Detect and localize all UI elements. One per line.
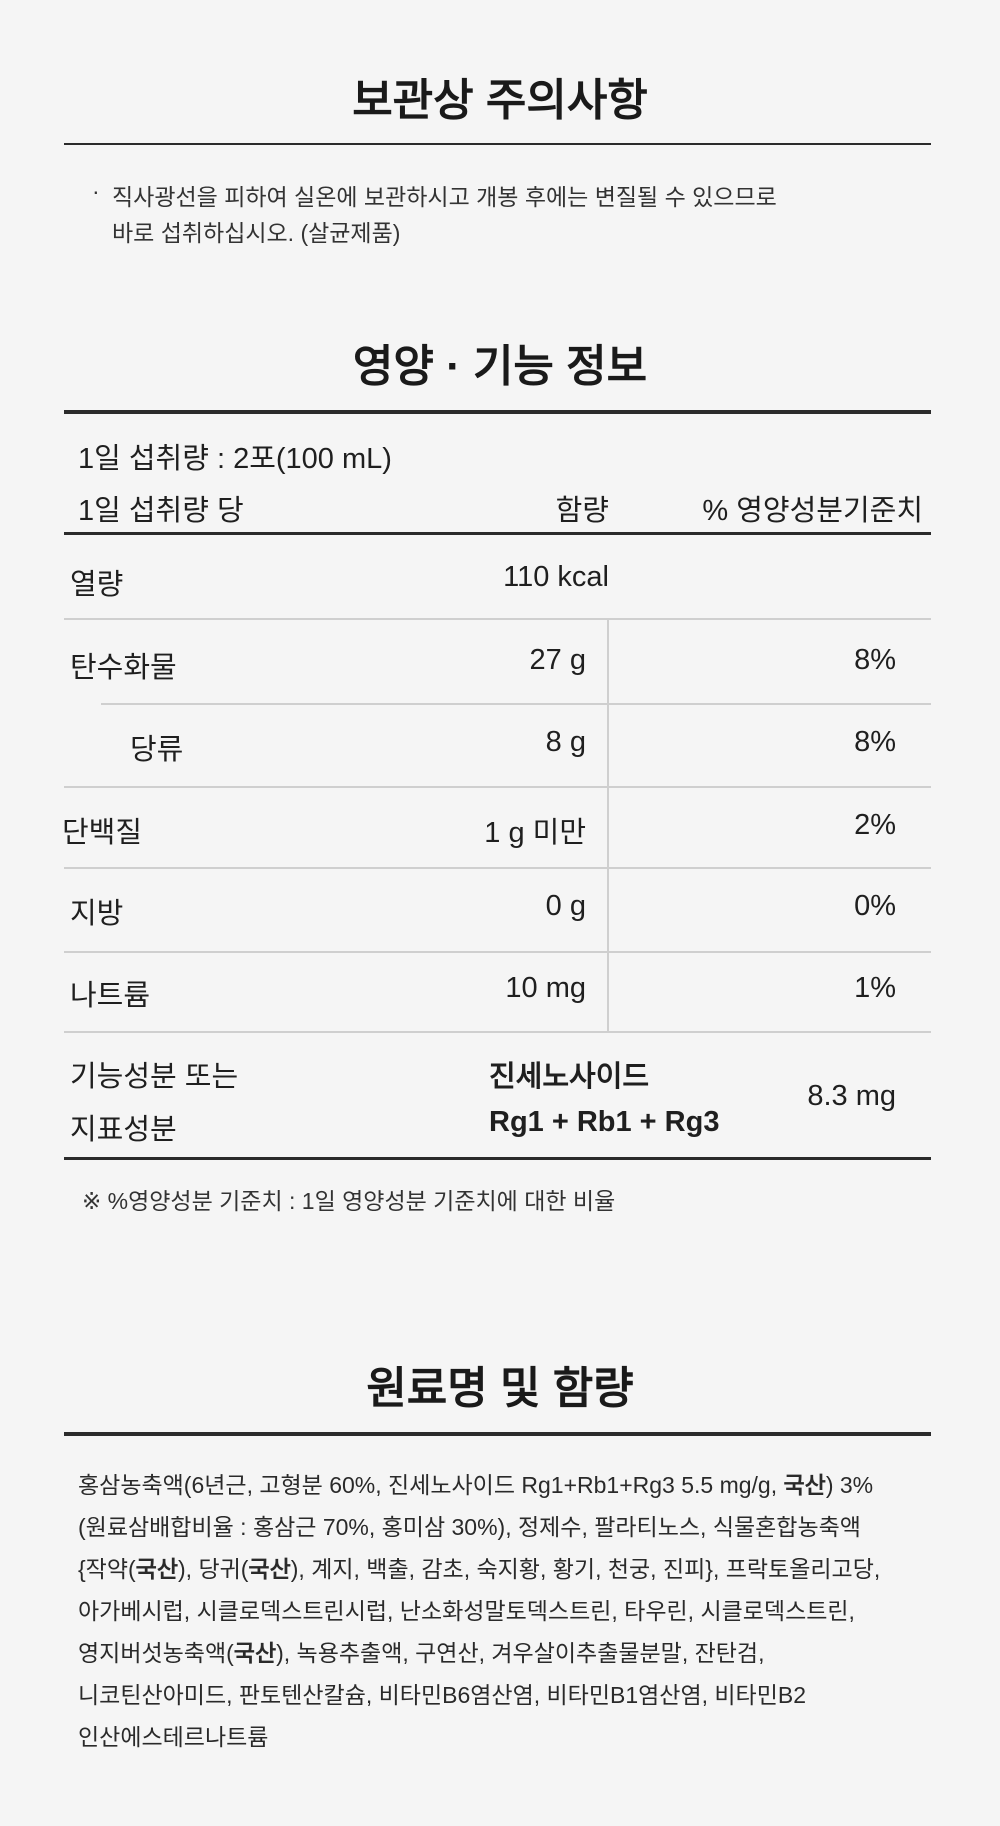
row-percent: 2% [854,809,896,841]
row-divider [64,618,931,620]
ingredients-line: {작약(국산), 당귀(국산), 계지, 백출, 감초, 숙지황, 황기, 천궁… [78,1550,880,1584]
origin-highlight: 국산 [233,1640,277,1666]
row-divider [64,786,931,788]
functional-amount: 8.3 mg [807,1080,896,1112]
row-percent: 0% [854,890,896,922]
row-name: 탄수화물 [70,652,177,684]
row-name: 지방 [70,898,124,930]
functional-label-1: 기능성분 또는 [70,1061,239,1093]
ingredients-rule [64,1432,931,1436]
table-bottom-rule [64,1157,931,1160]
origin-highlight: 국산 [783,1472,826,1498]
divider [64,143,931,145]
ingredients-line: 영지버섯농축액(국산), 녹용추출액, 구연산, 겨우살이추출물분말, 잔탄검, [78,1634,764,1668]
header-rule [64,532,931,535]
row-divider [64,1031,931,1033]
ingredients-text: 니코틴산아미드, 판토텐산칼슘, 비타민B6염산염, 비타민B1염산염, 비타민… [78,1682,806,1708]
ingredients-text: (원료삼배합비율 : 홍삼근 70%, 홍미삼 30%), 정제수, 팔라티노스… [78,1514,861,1540]
ingredients-line: 니코틴산아미드, 판토텐산칼슘, 비타민B6염산염, 비타민B1염산염, 비타민… [78,1676,806,1710]
ingredients-line: 홍삼농축액(6년근, 고형분 60%, 진세노사이드 Rg1+Rb1+Rg3 5… [78,1466,873,1500]
row-amount: 10 mg [505,972,586,1004]
bullet: · [92,178,100,204]
row-divider [64,951,931,953]
row-amount: 110 kcal [503,561,609,593]
functional-component-1: 진세노사이드 [489,1061,650,1093]
row-percent: 8% [854,644,896,676]
row-amount: 27 g [529,644,586,676]
ingredients-text: {작약( [78,1556,136,1582]
ingredients-line: 아가베시럽, 시클로덱스트린시럽, 난소화성말토덱스트린, 타우린, 시클로덱스… [78,1592,855,1626]
row-name: 당류 [130,734,184,766]
storage-title: 보관상 주의사항 [352,76,648,125]
serving-size: 1일 섭취량 : 2포(100 mL) [78,443,392,475]
origin-highlight: 국산 [135,1556,178,1582]
row-name: 단백질 [62,817,143,849]
header-amount: 함량 [555,495,609,527]
header-percent: % 영양성분기준치 [702,495,923,527]
ingredients-line: (원료삼배합비율 : 홍삼근 70%, 홍미삼 30%), 정제수, 팔라티노스… [78,1508,861,1542]
row-divider [101,703,931,705]
table-top-rule [64,410,931,414]
row-divider [64,867,931,869]
footnote: ※ %영양성분 기준치 : 1일 영양성분 기준치에 대한 비율 [82,1188,616,1214]
ingredients-text: ) 3% [825,1472,874,1498]
header-label: 1일 섭취량 당 [78,495,244,527]
origin-highlight: 국산 [248,1556,291,1582]
ingredients-text: 영지버섯농축액( [78,1640,234,1666]
row-percent: 8% [854,726,896,758]
functional-label-2: 지표성분 [70,1114,177,1146]
ingredients-text: 아가베시럽, 시클로덱스트린시럽, 난소화성말토덱스트린, 타우린, 시클로덱스… [78,1598,855,1624]
ingredients-title: 원료명 및 함량 [366,1364,634,1413]
ingredients-line: 인산에스테르나트륨 [78,1718,268,1752]
column-divider [607,620,609,1031]
ingredients-text: ), 녹용추출액, 구연산, 겨우살이추출물분말, 잔탄검, [276,1640,765,1666]
row-amount: 8 g [545,726,586,758]
ingredients-text: 인산에스테르나트륨 [78,1724,269,1750]
ingredients-text: ), 당귀( [178,1556,249,1582]
ingredients-text: ), 계지, 백출, 감초, 숙지황, 황기, 천궁, 진피}, 프락토올리고당… [290,1556,881,1582]
row-percent: 1% [854,972,896,1004]
storage-line-2: 바로 섭취하십시오. (살균제품) [112,220,401,246]
row-name: 열량 [70,569,124,601]
row-amount: 1 g 미만 [484,817,586,849]
row-amount: 0 g [545,890,586,922]
ingredients-text: 홍삼농축액(6년근, 고형분 60%, 진세노사이드 Rg1+Rb1+Rg3 5… [78,1472,784,1498]
functional-component-2: Rg1 + Rb1 + Rg3 [489,1106,720,1138]
nutrition-title: 영양 · 기능 정보 [352,342,648,391]
storage-line-1: 직사광선을 피하여 실온에 보관하시고 개봉 후에는 변질될 수 있으므로 [112,184,777,210]
row-name: 나트륨 [70,980,151,1012]
